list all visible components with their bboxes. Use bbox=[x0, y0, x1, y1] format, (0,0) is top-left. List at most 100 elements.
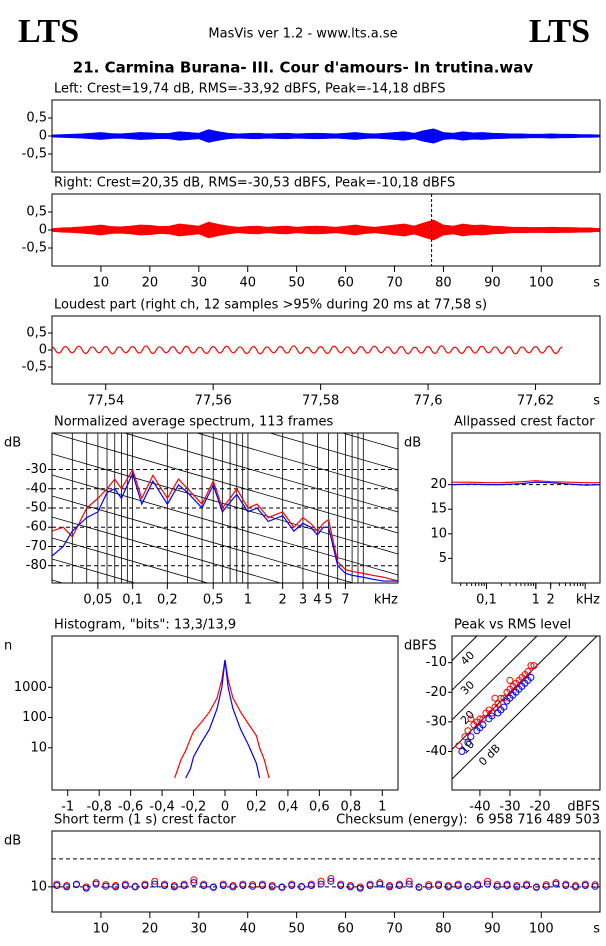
chart-title: Normalized average spectrum, 113 frames bbox=[54, 415, 333, 430]
x-tick-label: 77,62 bbox=[517, 394, 554, 409]
y-tick-label: -30 bbox=[426, 714, 447, 729]
data-point bbox=[209, 883, 217, 891]
chart-panel: Histogram, "bits": 13,3/13,9n101001000-1… bbox=[4, 618, 399, 815]
x-tick-label: 0,1 bbox=[476, 593, 497, 608]
x-tick-label: 30 bbox=[191, 276, 208, 291]
data-point bbox=[444, 883, 452, 891]
data-point bbox=[356, 884, 364, 892]
y-tick-label: -40 bbox=[26, 481, 47, 496]
data-point bbox=[552, 880, 560, 888]
x-tick-label: 100 bbox=[529, 276, 554, 291]
x-tick-label: 100 bbox=[529, 922, 554, 937]
data-point bbox=[151, 880, 159, 888]
chart-title: Histogram, "bits": 13,3/13,9 bbox=[54, 618, 236, 633]
reference-slope bbox=[52, 537, 210, 583]
x-tick-label: 50 bbox=[288, 922, 305, 937]
y-tick-label: -30 bbox=[26, 462, 47, 477]
data-point bbox=[405, 880, 413, 888]
data-point bbox=[376, 880, 384, 888]
chart-title: Right: Crest=20,35 dB, RMS=-30,53 dBFS, … bbox=[54, 176, 455, 191]
x-tick-label: 7 bbox=[341, 593, 349, 608]
y-unit: dBFS bbox=[404, 639, 437, 654]
x-unit: dBFS bbox=[567, 800, 600, 815]
plot-area bbox=[452, 480, 600, 486]
data-point bbox=[467, 715, 475, 723]
data-point bbox=[483, 877, 491, 885]
data-point bbox=[72, 881, 80, 889]
reference-slope bbox=[195, 433, 398, 492]
data-point bbox=[493, 882, 501, 890]
reference-slope bbox=[52, 643, 398, 743]
data-point bbox=[346, 883, 354, 891]
x-tick-label: 2 bbox=[547, 593, 555, 608]
plot-frame bbox=[51, 193, 601, 267]
chart-title: Allpassed crest factor bbox=[454, 415, 595, 430]
data-point bbox=[337, 881, 345, 889]
waveform bbox=[52, 219, 600, 241]
y-tick-label: 0 bbox=[39, 223, 47, 238]
data-point bbox=[405, 877, 413, 885]
y-tick-label: 100 bbox=[22, 710, 47, 725]
data-point bbox=[239, 881, 247, 889]
y-tick-label: -50 bbox=[26, 501, 47, 516]
logo: LTS bbox=[18, 13, 79, 50]
diagonal-label: 0 dB bbox=[476, 742, 503, 769]
data-point bbox=[151, 877, 159, 885]
x-tick-label: 10 bbox=[93, 276, 110, 291]
data-point bbox=[180, 881, 188, 889]
data-point bbox=[258, 881, 266, 889]
data-point bbox=[458, 748, 466, 755]
data-point bbox=[307, 881, 315, 889]
data-point bbox=[131, 883, 139, 891]
data-point bbox=[327, 877, 335, 885]
data-point bbox=[479, 721, 487, 729]
data-point bbox=[494, 700, 502, 708]
y-tick-label: 0,5 bbox=[26, 111, 47, 126]
chart-panel: Left: Crest=19,74 dB, RMS=-33,92 dBFS, P… bbox=[22, 82, 601, 173]
x-unit: s bbox=[593, 276, 600, 291]
crest-diagonal bbox=[452, 636, 538, 721]
plot-area bbox=[52, 128, 600, 144]
y-tick-label: -40 bbox=[426, 744, 447, 759]
plot-area bbox=[174, 659, 270, 779]
x-tick-label: 30 bbox=[191, 922, 208, 937]
y-unit: dB bbox=[4, 436, 21, 451]
x-tick-label: 70 bbox=[386, 276, 403, 291]
reference-slope bbox=[52, 558, 137, 583]
chart-title: Loudest part (right ch, 12 samples >95% … bbox=[54, 298, 487, 313]
y-tick-label: 0 bbox=[39, 343, 47, 358]
x-tick-label: -0,6 bbox=[118, 800, 143, 815]
y-unit: n bbox=[4, 639, 12, 654]
reference-slope bbox=[52, 328, 398, 428]
data-point bbox=[491, 694, 499, 702]
x-tick-label: 0,1 bbox=[122, 593, 143, 608]
y-tick-label: -0,5 bbox=[22, 147, 47, 162]
y-tick-label: -20 bbox=[426, 685, 447, 700]
data-point bbox=[317, 877, 325, 885]
data-line bbox=[52, 468, 398, 582]
x-tick-label: 3 bbox=[299, 593, 307, 608]
chart-title: Left: Crest=19,74 dB, RMS=-33,92 dBFS, P… bbox=[54, 82, 446, 97]
y-tick-label: -10 bbox=[426, 655, 447, 670]
x-tick-label: 2 bbox=[279, 593, 287, 608]
logo: LTS bbox=[529, 13, 590, 50]
x-tick-label: 40 bbox=[239, 276, 256, 291]
data-point bbox=[524, 668, 532, 676]
data-point bbox=[562, 881, 570, 889]
plot-frame bbox=[451, 635, 601, 791]
data-point bbox=[530, 662, 538, 670]
y-tick-label: -0,5 bbox=[22, 360, 47, 375]
y-tick-label: 15 bbox=[430, 502, 447, 517]
data-point bbox=[506, 676, 514, 684]
x-tick-label: 80 bbox=[435, 276, 452, 291]
x-tick-label: 0,5 bbox=[203, 593, 224, 608]
chart-panel: Normalized average spectrum, 113 frames d… bbox=[4, 328, 399, 743]
data-point bbox=[455, 742, 463, 750]
y-tick-label: -70 bbox=[26, 539, 47, 554]
x-tick-label: 0,4 bbox=[278, 800, 299, 815]
data-point bbox=[386, 883, 394, 891]
